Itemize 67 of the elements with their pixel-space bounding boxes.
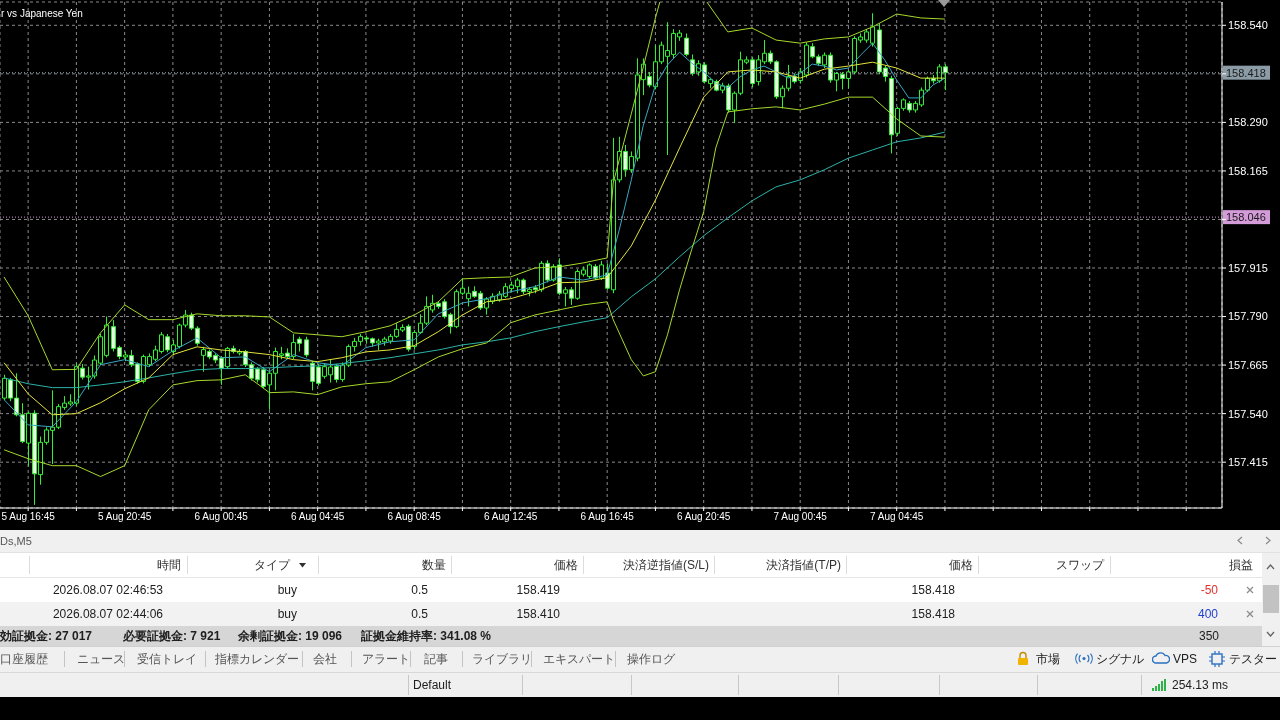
x-tick-label: 6 Aug 04:45 bbox=[290, 511, 345, 523]
text: 操作ログ bbox=[627, 651, 675, 667]
text: 受信トレイ bbox=[137, 651, 197, 667]
y-tick-label: 157.665 bbox=[1228, 359, 1268, 371]
text: buy bbox=[277, 606, 297, 622]
y-tick-label: 158.540 bbox=[1228, 19, 1268, 32]
x-tick-label: 6 Aug 12:45 bbox=[483, 511, 538, 523]
text: 損益 bbox=[1229, 557, 1253, 573]
text: 400 bbox=[1197, 606, 1218, 622]
y-tick-label: 157.540 bbox=[1228, 407, 1268, 420]
text: ライブラリ bbox=[472, 651, 532, 667]
text: 会社 bbox=[313, 651, 337, 667]
text: -50 bbox=[1200, 582, 1218, 598]
text: Default bbox=[413, 677, 452, 693]
text: 0.5 bbox=[411, 582, 428, 598]
candlestick bbox=[304, 336, 309, 358]
text: 158.419 bbox=[516, 582, 560, 598]
ref-line-label: 158.046 bbox=[1226, 211, 1266, 224]
text: ニュース bbox=[77, 651, 125, 667]
text: 時間 bbox=[157, 557, 181, 573]
text: 価格 bbox=[554, 557, 578, 573]
y-tick-label: 157.790 bbox=[1228, 310, 1268, 323]
text: タイプ bbox=[254, 557, 290, 573]
y-tick-label: 158.165 bbox=[1228, 164, 1268, 177]
candlestick bbox=[684, 32, 689, 57]
line-series bbox=[3, 131, 946, 389]
text: スワップ bbox=[1056, 557, 1104, 573]
x-tick-label: 5 Aug 20:45 bbox=[97, 511, 152, 523]
x-tick-label: 6 Aug 20:45 bbox=[676, 511, 731, 523]
ref-line-label: 158.418 bbox=[1226, 66, 1266, 79]
text: 数量 bbox=[422, 557, 446, 573]
text: エキスパート bbox=[543, 651, 615, 667]
text: アラート bbox=[362, 651, 410, 667]
text: 口座履歴 bbox=[0, 651, 48, 667]
text: buy bbox=[277, 582, 297, 598]
text: テスター bbox=[1229, 651, 1277, 667]
text: 決済指値(T/P) bbox=[766, 557, 841, 573]
text: 2026.08.07 02:44:06 bbox=[52, 606, 163, 622]
text: 158.410 bbox=[516, 606, 560, 622]
x-tick-label: 7 Aug 00:45 bbox=[773, 511, 828, 523]
text: 254.13 ms bbox=[1172, 677, 1229, 693]
text: 2026.08.07 02:46:53 bbox=[52, 582, 163, 598]
text: 証拠金維持率: 341.08 % bbox=[361, 628, 492, 644]
text: 指標カレンダー bbox=[215, 651, 299, 667]
x-tick-label: 7 Aug 04:45 bbox=[870, 511, 924, 523]
text: 350 bbox=[1198, 628, 1219, 644]
text: VPS bbox=[1173, 651, 1198, 667]
text: 効証拠金: 27 017 bbox=[0, 628, 93, 644]
text: 158.418 bbox=[911, 606, 955, 622]
y-tick-label: 157.415 bbox=[1228, 456, 1268, 469]
text: シグナル bbox=[1096, 651, 1144, 667]
text: 記事 bbox=[424, 651, 448, 667]
x-tick-label: 6 Aug 08:45 bbox=[387, 511, 442, 523]
x-tick-label: 5 Aug 16:45 bbox=[1, 511, 56, 523]
text: 市場 bbox=[1036, 651, 1060, 667]
text: 価格 bbox=[949, 557, 973, 573]
y-tick-label: 157.915 bbox=[1228, 261, 1268, 274]
text: 必要証拠金: 7 921 bbox=[123, 628, 221, 644]
text: 0.5 bbox=[411, 606, 428, 622]
text: 158.418 bbox=[911, 582, 955, 598]
text: 余剰証拠金: 19 096 bbox=[238, 628, 343, 644]
x-tick-label: 6 Aug 00:45 bbox=[194, 511, 249, 523]
x-tick-label: 6 Aug 16:45 bbox=[580, 511, 635, 523]
text: r vs Japanese Yen bbox=[1, 8, 83, 20]
text: 決済逆指値(S/L) bbox=[622, 557, 709, 573]
y-tick-label: 158.290 bbox=[1228, 116, 1268, 129]
text: Ds,M5 bbox=[0, 534, 32, 549]
